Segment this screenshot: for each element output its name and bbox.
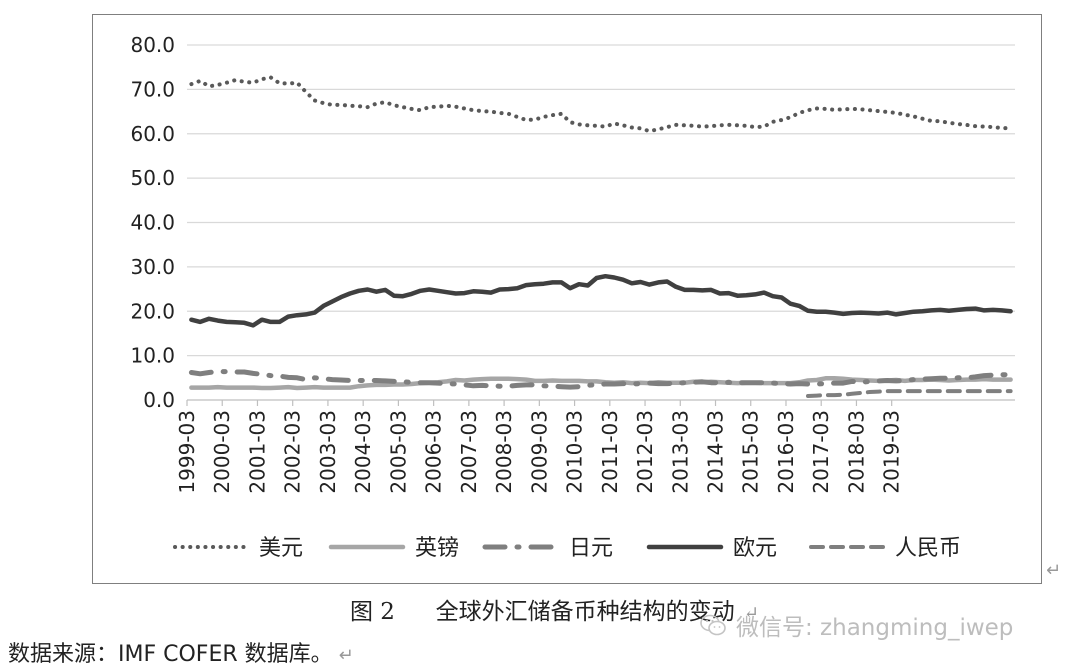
- x-tick-label: 2019-03: [880, 410, 904, 494]
- line-chart: 0.0 10.0 20.0 30.0 40.0 50.0 60.0 70.0 80.0 1999-…: [130, 33, 1015, 561]
- watermark: 微信号: zhangming_iwep: [700, 608, 1013, 642]
- x-tick-label: 2016-03: [774, 410, 798, 494]
- x-tick-label: 2006-03: [422, 410, 446, 494]
- x-tick-label: 2007-03: [457, 410, 481, 494]
- y-tick-label: 80.0: [130, 33, 175, 57]
- x-tick-label: 2011-03: [598, 410, 622, 494]
- y-tick-label: 30.0: [130, 255, 175, 279]
- wechat-icon: [700, 614, 726, 636]
- x-tick-label: 2014-03: [704, 410, 728, 494]
- x-tick-label: 2009-03: [527, 410, 551, 494]
- caption-return-mark: ↵: [743, 603, 759, 624]
- y-tick-label: 60.0: [130, 122, 175, 146]
- x-tick-label: 2000-03: [210, 410, 234, 494]
- x-tick-label: 2008-03: [492, 410, 516, 494]
- data-source-note: 数据来源：IMF COFER 数据库。 ↵: [8, 636, 354, 668]
- source-text: 数据来源：IMF COFER 数据库。: [8, 642, 333, 667]
- y-tick-label: 20.0: [130, 299, 175, 323]
- series-line-0: [189, 75, 1013, 134]
- x-tick-label: 2005-03: [386, 410, 410, 494]
- y-tick-label: 0.0: [143, 388, 175, 412]
- figure-caption: 图 2 全球外汇储备币种结构的变动 ↵: [350, 592, 759, 626]
- x-tick-label: 2017-03: [809, 410, 833, 494]
- x-tick-label: 2010-03: [563, 410, 587, 494]
- series-line-3: [189, 273, 1013, 328]
- x-tick-label: 2015-03: [739, 410, 763, 494]
- x-tick-label: 2013-03: [668, 410, 692, 494]
- series-line-1: [189, 376, 1013, 391]
- legend-label: 英镑: [415, 536, 459, 561]
- legend-label: 美元: [259, 536, 303, 561]
- legend-label: 人民币: [895, 536, 961, 561]
- x-tick-label: 1999-03: [175, 410, 199, 494]
- x-tick-label: 2002-03: [281, 410, 305, 494]
- y-tick-label: 40.0: [130, 211, 175, 235]
- y-tick-label: 50.0: [130, 166, 175, 190]
- y-tick-label: 70.0: [130, 77, 175, 101]
- return-mark: ↵: [1046, 560, 1062, 581]
- x-tick-label: 2012-03: [633, 410, 657, 494]
- x-tick-label: 2018-03: [844, 410, 868, 494]
- legend-label: 日元: [569, 536, 613, 561]
- watermark-text: 微信号: zhangming_iwep: [736, 615, 1014, 641]
- figure-label: 图 2: [350, 599, 395, 625]
- x-tick-label: 2003-03: [316, 410, 340, 494]
- figure-title: 全球外汇储备币种结构的变动: [435, 599, 735, 625]
- series-line-2: [188, 369, 1014, 390]
- chart-frame: 0.0 10.0 20.0 30.0 40.0 50.0 60.0 70.0 80.0 1999-…: [92, 14, 1042, 584]
- y-tick-label: 10.0: [130, 344, 175, 368]
- source-return-mark: ↵: [338, 645, 354, 666]
- x-tick-label: 2001-03: [245, 410, 269, 494]
- x-tick-label: 2004-03: [351, 410, 375, 494]
- series-line-4: [806, 389, 1013, 398]
- legend-label: 欧元: [733, 536, 777, 561]
